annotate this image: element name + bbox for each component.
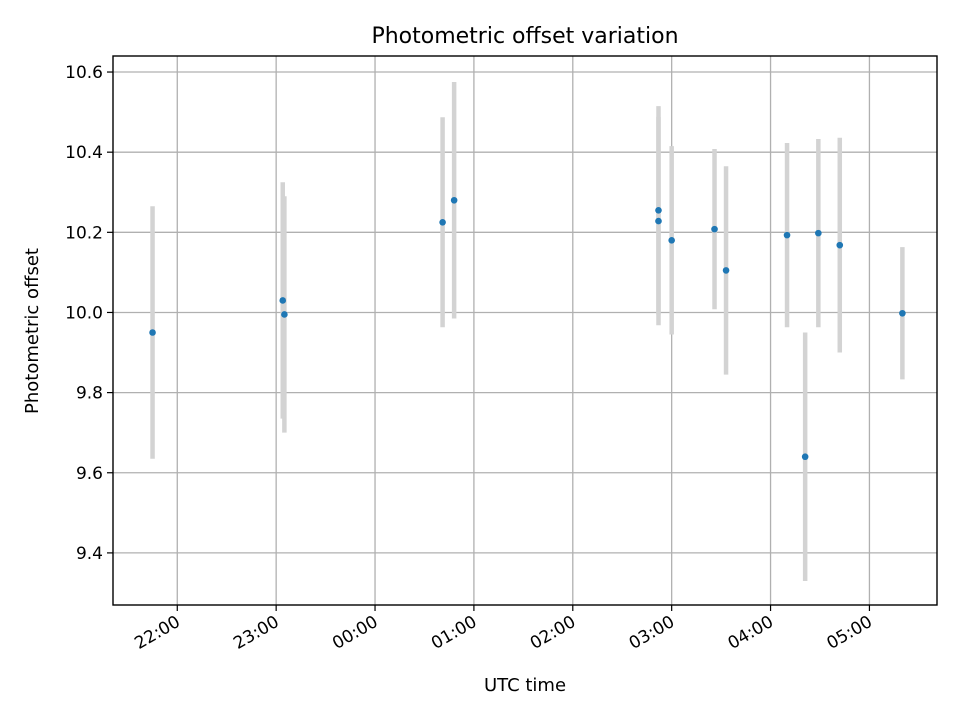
y-tick-label: 10.6 bbox=[65, 63, 103, 83]
data-point bbox=[899, 309, 906, 317]
x-tick-label: 22:00 bbox=[131, 612, 183, 654]
y-tick-label: 10.2 bbox=[65, 223, 103, 243]
errorbar-layer bbox=[150, 82, 905, 581]
y-tick-label: 9.6 bbox=[76, 464, 103, 484]
data-point bbox=[279, 297, 287, 304]
data-point bbox=[450, 196, 458, 204]
data-point bbox=[815, 229, 822, 237]
data-point bbox=[655, 206, 662, 214]
x-tick-label: 00:00 bbox=[329, 612, 381, 654]
data-point bbox=[655, 217, 662, 225]
x-tick-label: 05:00 bbox=[823, 612, 875, 654]
plot-frame bbox=[112, 55, 938, 606]
data-point bbox=[836, 241, 844, 249]
x-axis-label: UTC time bbox=[484, 675, 566, 696]
y-axis-label: Photometric offset bbox=[22, 248, 43, 414]
x-tick-label: 01:00 bbox=[428, 612, 480, 654]
data-point bbox=[439, 219, 446, 226]
y-tick-label: 10.0 bbox=[65, 303, 103, 323]
chart-title: Photometric offset variation bbox=[371, 24, 678, 49]
data-point bbox=[801, 453, 809, 461]
x-tick-label: 03:00 bbox=[626, 612, 678, 654]
y-tick-label: 10.4 bbox=[65, 143, 103, 163]
data-point bbox=[668, 237, 675, 244]
grid-layer bbox=[113, 56, 937, 605]
y-tick-label: 9.4 bbox=[76, 544, 103, 564]
data-point bbox=[149, 329, 156, 336]
y-tick-label: 9.8 bbox=[76, 384, 103, 404]
x-tick-label: 23:00 bbox=[230, 612, 282, 654]
data-point bbox=[281, 311, 288, 318]
point-layer bbox=[149, 196, 906, 461]
x-tick-label: 02:00 bbox=[527, 612, 579, 654]
data-point bbox=[783, 231, 791, 239]
data-point bbox=[722, 267, 730, 274]
x-tick-label: 04:00 bbox=[725, 612, 777, 654]
data-point bbox=[711, 225, 718, 233]
